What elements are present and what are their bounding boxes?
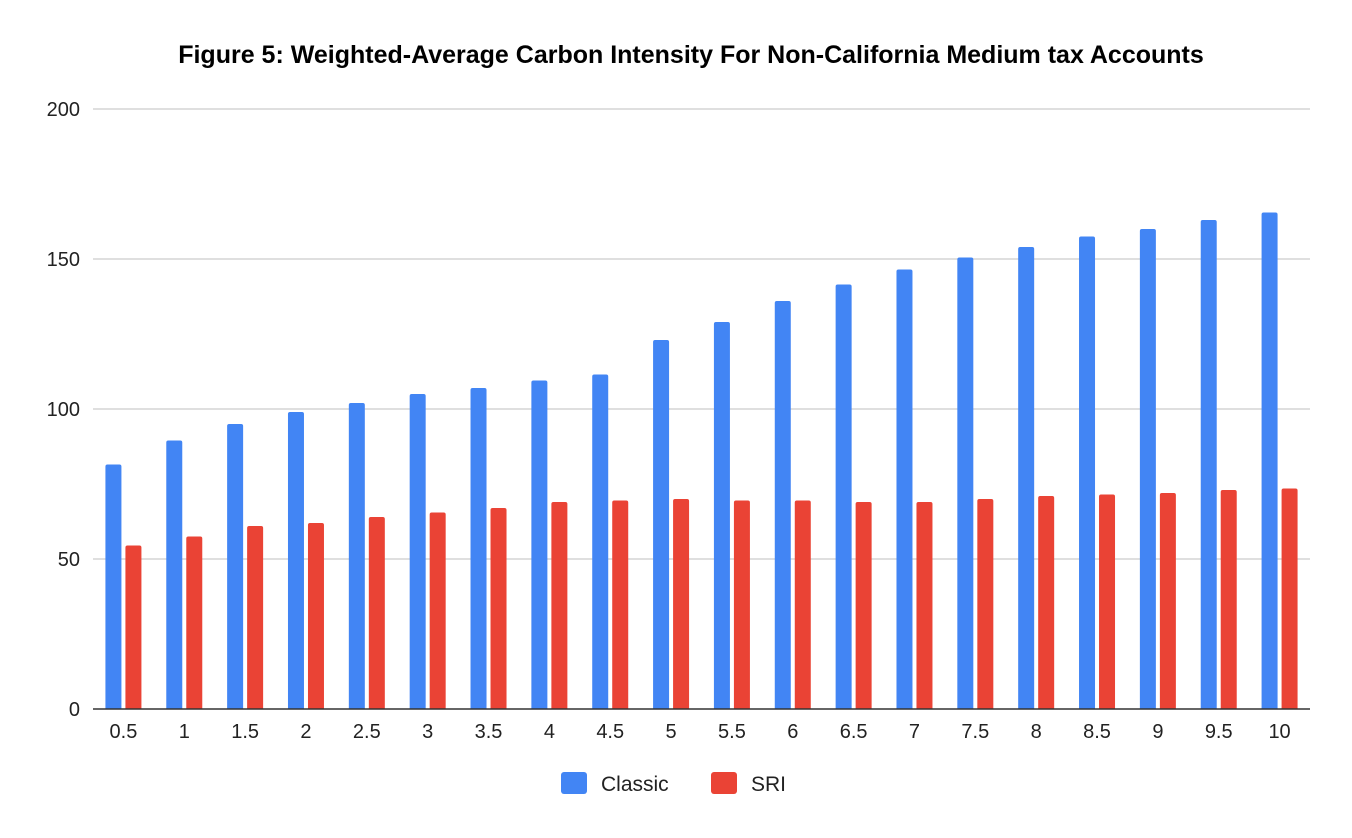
gridlines (93, 108, 1310, 560)
x-tick-label: 3 (422, 721, 433, 743)
x-tick-label: 4 (544, 721, 555, 743)
bar-classic-2.5[interactable] (348, 403, 365, 709)
legend-label-classic[interactable]: Classic (601, 773, 669, 796)
bar-classic-1[interactable] (166, 440, 183, 710)
bar-sri-9[interactable] (1159, 493, 1176, 709)
bar-classic-9[interactable] (1139, 229, 1156, 709)
y-tick-label: 100 (47, 399, 80, 421)
bar-sri-8[interactable] (1038, 496, 1055, 709)
y-tick-label: 200 (47, 99, 80, 121)
chart-title: Figure 5: Weighted-Average Carbon Intens… (178, 41, 1204, 69)
x-tick-label: 10 (1268, 721, 1290, 743)
y-tick-label: 150 (47, 249, 80, 271)
bar-classic-10[interactable] (1261, 212, 1278, 710)
bar-classic-8.5[interactable] (1079, 236, 1096, 710)
x-tick-label: 8.5 (1083, 721, 1111, 743)
bar-classic-9.5[interactable] (1200, 220, 1217, 709)
bar-classic-1.5[interactable] (227, 424, 244, 709)
bar-classic-8[interactable] (1018, 247, 1035, 709)
bar-sri-7.5[interactable] (977, 499, 994, 709)
bar-sri-7[interactable] (916, 502, 933, 709)
x-tick-label: 1 (179, 721, 190, 743)
bar-sri-3.5[interactable] (490, 508, 507, 709)
bar-sri-6[interactable] (794, 500, 811, 710)
legend-swatch-classic[interactable] (561, 772, 587, 794)
bar-sri-4.5[interactable] (612, 500, 629, 710)
x-tick-label: 4.5 (596, 721, 624, 743)
bar-sri-4[interactable] (551, 502, 568, 709)
bar-sri-2[interactable] (307, 523, 324, 709)
x-tick-label: 5 (666, 721, 677, 743)
bar-classic-3[interactable] (409, 394, 426, 709)
bar-classic-4[interactable] (531, 380, 548, 710)
bar-classic-4.5[interactable] (592, 374, 609, 710)
x-tick-label: 1.5 (231, 721, 259, 743)
bars (105, 212, 1298, 710)
bar-classic-2[interactable] (287, 412, 304, 709)
bar-classic-7.5[interactable] (957, 257, 974, 710)
bar-sri-3[interactable] (429, 512, 446, 710)
y-axis-tick-labels: 0 50 100 150 200 (47, 99, 80, 721)
bar-classic-0.5[interactable] (105, 464, 122, 710)
bar-classic-5[interactable] (653, 340, 670, 709)
bar-sri-5.5[interactable] (733, 500, 750, 710)
bar-sri-9.5[interactable] (1220, 490, 1237, 709)
x-tick-label: 8 (1031, 721, 1042, 743)
x-tick-label: 7 (909, 721, 920, 743)
bar-classic-6.5[interactable] (835, 284, 852, 710)
bar-sri-1[interactable] (186, 536, 203, 710)
x-tick-label: 0.5 (110, 721, 138, 743)
bar-classic-3.5[interactable] (470, 388, 487, 709)
bar-sri-2.5[interactable] (368, 517, 385, 709)
bar-sri-1.5[interactable] (247, 526, 264, 709)
x-tick-label: 6 (787, 721, 798, 743)
y-tick-label: 50 (58, 549, 80, 571)
legend-label-sri[interactable]: SRI (751, 773, 786, 796)
bar-sri-8.5[interactable] (1099, 494, 1116, 710)
x-tick-label: 2 (300, 721, 311, 743)
x-tick-label: 9.5 (1205, 721, 1233, 743)
x-tick-label: 3.5 (475, 721, 503, 743)
bar-classic-7[interactable] (896, 269, 913, 710)
x-tick-label: 9 (1152, 721, 1163, 743)
x-axis-tick-labels: 0.5 1 1.5 2 2.5 3 3.5 4 4.5 5 5.5 6 6.5 7 7.5 8 8.5 9 9.5 1… (110, 721, 1291, 743)
legend-swatch-sri[interactable] (711, 772, 737, 794)
x-tick-label: 7.5 (961, 721, 989, 743)
bar-sri-0.5[interactable] (125, 545, 142, 710)
bar-sri-10[interactable] (1281, 488, 1298, 710)
legend[interactable]: Classic SRI (561, 772, 786, 796)
bar-sri-6.5[interactable] (855, 502, 872, 709)
x-tick-label: 6.5 (840, 721, 868, 743)
x-tick-label: 2.5 (353, 721, 381, 743)
y-tick-label: 0 (69, 699, 80, 721)
bar-classic-5.5[interactable] (713, 322, 730, 709)
bar-classic-6[interactable] (774, 301, 791, 709)
bar-sri-5[interactable] (673, 499, 690, 709)
x-tick-label: 5.5 (718, 721, 746, 743)
